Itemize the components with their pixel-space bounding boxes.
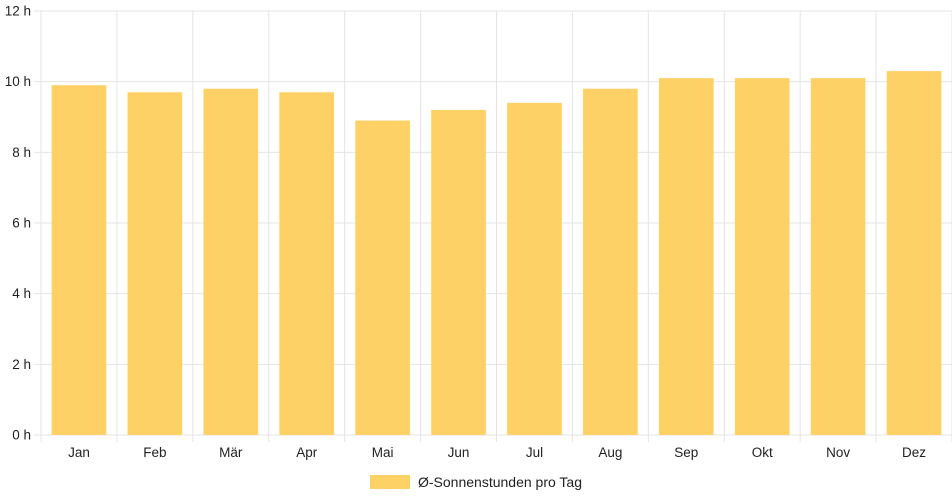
y-tick-label: 10 h [5, 74, 31, 89]
y-tick-label: 12 h [5, 4, 31, 19]
x-axis: Jan Feb Mär Apr Mai Jun Jul Aug Sep Okt Nov Dez [68, 445, 926, 460]
y-tick-label: 6 h [12, 216, 31, 231]
legend-swatch [370, 475, 410, 489]
bar-Dez[interactable] [886, 71, 942, 436]
x-tick-label: Jun [448, 445, 470, 460]
bar-Nov[interactable] [810, 78, 866, 435]
bar-Jul[interactable] [507, 102, 562, 435]
bar-Mär[interactable] [203, 88, 259, 435]
x-tick-label: Mär [219, 445, 243, 460]
x-tick-label: Mai [372, 445, 394, 460]
bars [51, 71, 942, 436]
bar-Jan[interactable] [51, 85, 107, 435]
bar-Okt[interactable] [734, 78, 790, 435]
legend-label: Ø-Sonnenstunden pro Tag [418, 474, 582, 490]
bar-Mai[interactable] [355, 120, 410, 436]
legend[interactable]: Ø-Sonnenstunden pro Tag [370, 474, 582, 490]
y-tick-label: 8 h [12, 145, 31, 160]
bar-Apr[interactable] [279, 92, 335, 436]
y-tick-label: 2 h [12, 357, 31, 372]
y-tick-label: 0 h [12, 428, 31, 443]
grid-lines [34, 10, 952, 442]
bar-Sep[interactable] [658, 78, 714, 435]
bar-Aug[interactable] [583, 88, 638, 435]
y-tick-label: 4 h [12, 286, 31, 301]
x-tick-label: Feb [143, 445, 166, 460]
y-axis: 0 h 2 h 4 h 6 h 8 h 10 h 12 h [5, 4, 31, 443]
x-tick-label: Dez [902, 445, 926, 460]
x-tick-label: Jan [68, 445, 90, 460]
x-tick-label: Sep [674, 445, 698, 460]
x-tick-label: Nov [826, 445, 850, 460]
x-tick-label: Okt [752, 445, 773, 460]
bar-Feb[interactable] [127, 92, 183, 436]
x-tick-label: Jul [526, 445, 543, 460]
x-tick-label: Aug [598, 445, 622, 460]
x-tick-label: Apr [296, 445, 318, 460]
bar-Jun[interactable] [431, 109, 486, 435]
